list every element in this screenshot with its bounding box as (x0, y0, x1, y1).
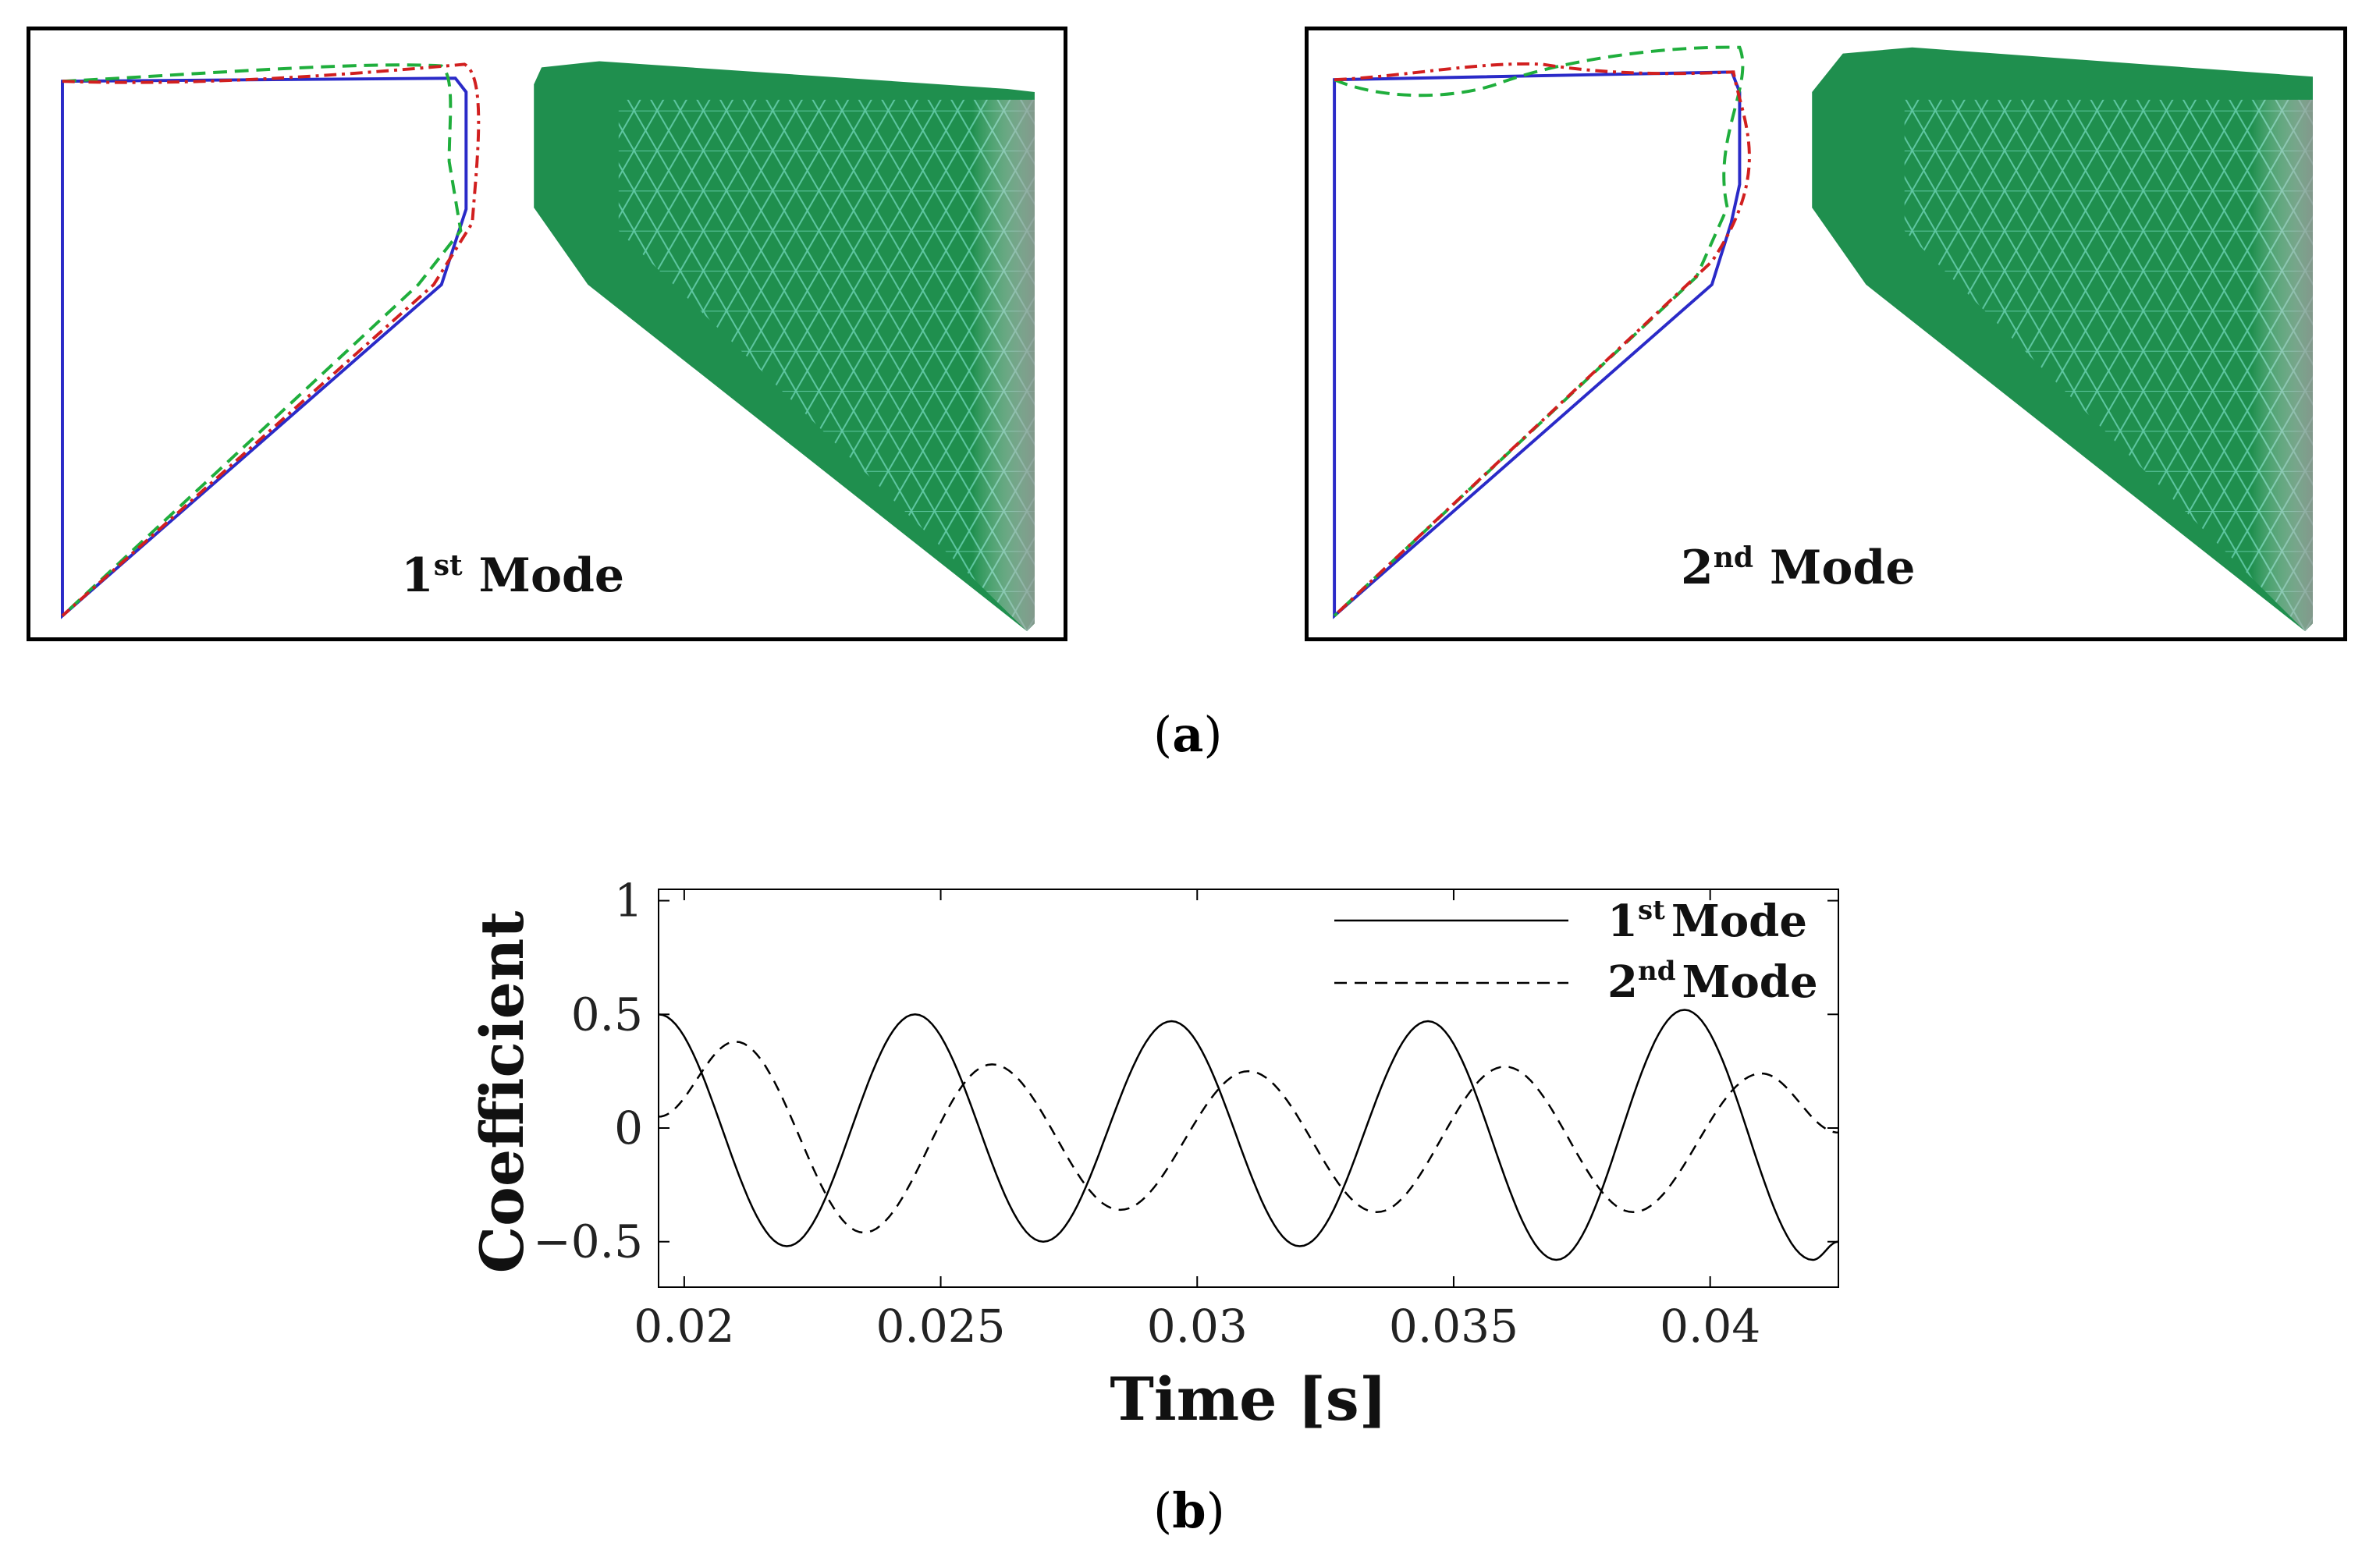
y-axis-title: Coefficient (467, 911, 537, 1274)
x-axis-title: Time [s] (1110, 1364, 1387, 1434)
y-tick-label: −0.5 (533, 1215, 643, 1268)
y-tick-label: 0.5 (571, 988, 643, 1041)
x-tick-label: 0.025 (876, 1300, 1006, 1353)
subfigure-label-b: (b) (1153, 1482, 1225, 1539)
series-mode-2-line (658, 1041, 1839, 1234)
x-tick-label: 0.04 (1660, 1300, 1760, 1353)
y-tick-label: 0 (614, 1102, 643, 1155)
mode-1-positive-deformation (61, 63, 463, 617)
legend-mode-1-label: 1st Mode (1607, 895, 1807, 947)
y-tick-label: 1 (614, 874, 643, 928)
x-tick-label: 0.02 (634, 1300, 734, 1353)
x-tick-label: 0.035 (1389, 1300, 1518, 1353)
legend-mode-2-label: 2nd Mode (1607, 956, 1818, 1008)
mode-1-shape-diagram (61, 61, 1035, 632)
series-mode-1-line (658, 1009, 1839, 1261)
mode-1-negative-deformation (61, 62, 481, 617)
plot-area (658, 889, 1839, 1288)
mode-2-positive-deformation (1333, 45, 1745, 617)
mode-1-label: 1st Mode (401, 548, 625, 603)
mode-1-panel: 1st Mode (27, 27, 1067, 641)
mode-2-shape-diagram (1333, 45, 2313, 632)
mode-2-negative-deformation (1333, 62, 1751, 617)
coefficient-time-chart: 0.02 0.025 0.03 0.035 0.04 1 0.5 0 −0.5 1st Mode… (467, 874, 1839, 1434)
legend: 1st Mode 2nd Mode (1334, 895, 1818, 1008)
x-tick-label: 0.03 (1147, 1300, 1248, 1353)
mode-2-baseline-outline (1333, 70, 1742, 619)
mode-2-label: 2nd Mode (1681, 541, 1916, 595)
subfigure-label-a: (a) (1153, 706, 1223, 763)
mode-1-baseline-outline (61, 76, 468, 619)
mode-2-panel: 2nd Mode (1305, 27, 2347, 641)
